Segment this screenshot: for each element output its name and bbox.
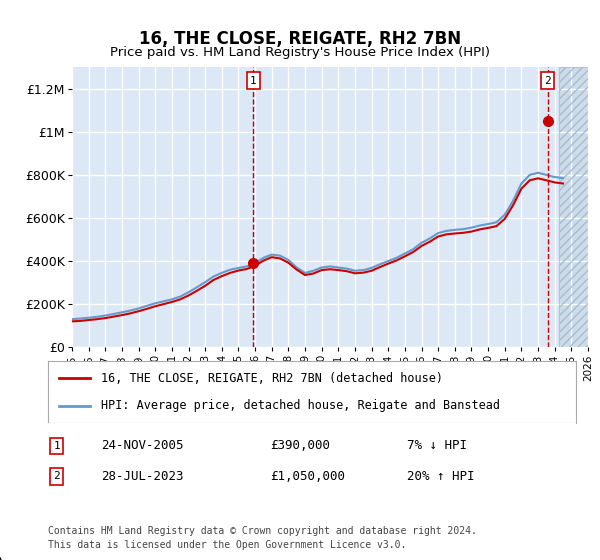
Text: 16, THE CLOSE, REIGATE, RH2 7BN (detached house): 16, THE CLOSE, REIGATE, RH2 7BN (detache… (101, 372, 443, 385)
Text: 2: 2 (544, 76, 551, 86)
Text: 20% ↑ HPI: 20% ↑ HPI (407, 470, 475, 483)
Text: Price paid vs. HM Land Registry's House Price Index (HPI): Price paid vs. HM Land Registry's House … (110, 46, 490, 59)
Text: 2: 2 (53, 472, 60, 482)
Text: 7% ↓ HPI: 7% ↓ HPI (407, 440, 467, 452)
Text: £1,050,000: £1,050,000 (270, 470, 345, 483)
Text: 24-NOV-2005: 24-NOV-2005 (101, 440, 184, 452)
Bar (559, 67, 588, 347)
Text: This data is licensed under the Open Government Licence v3.0.: This data is licensed under the Open Gov… (48, 540, 406, 550)
Text: Contains HM Land Registry data © Crown copyright and database right 2024.: Contains HM Land Registry data © Crown c… (48, 526, 477, 536)
Text: 16, THE CLOSE, REIGATE, RH2 7BN: 16, THE CLOSE, REIGATE, RH2 7BN (139, 30, 461, 48)
Text: £390,000: £390,000 (270, 440, 330, 452)
Text: 28-JUL-2023: 28-JUL-2023 (101, 470, 184, 483)
Text: HPI: Average price, detached house, Reigate and Banstead: HPI: Average price, detached house, Reig… (101, 399, 500, 412)
Bar (559, 67, 588, 347)
Text: 1: 1 (53, 441, 60, 451)
Text: 1: 1 (250, 76, 257, 86)
